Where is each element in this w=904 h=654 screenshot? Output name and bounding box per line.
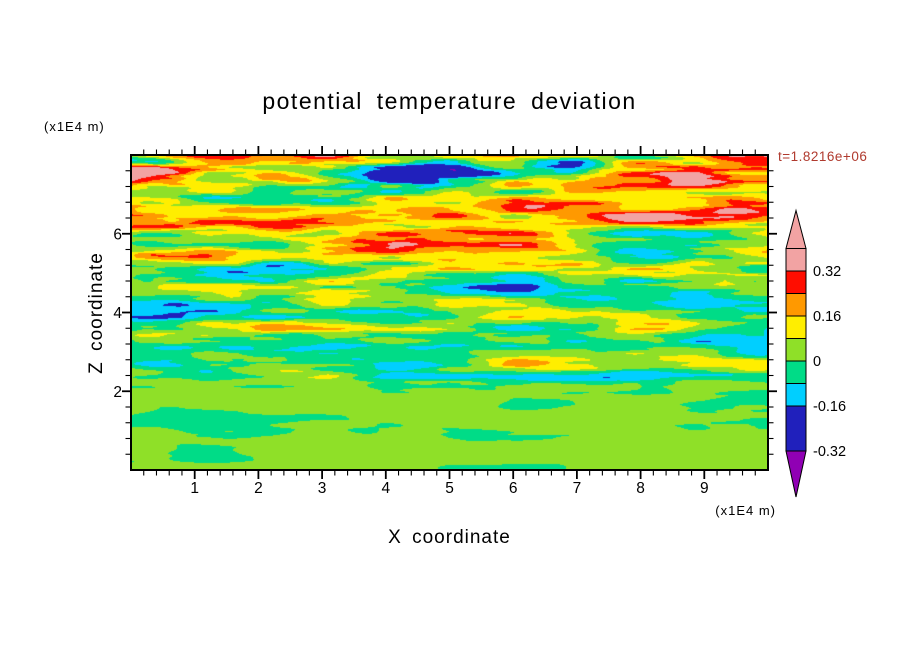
colorbar-segment [785,270,807,294]
z-tick-label: 2 [113,384,122,401]
contour-field-canvas [131,155,768,470]
z-tick-label: 6 [113,226,122,243]
x-tick-label: 2 [254,480,263,497]
x-tick-label: 7 [573,480,582,497]
colorbar-segment [785,293,807,317]
x-tick-label: 5 [445,480,454,497]
timestamp-label: t=1.8216e+06 [778,149,868,164]
colorbar-arrow-bottom [785,450,807,498]
colorbar-segment [785,360,807,384]
colorbar-tick-label: 0.32 [813,264,841,280]
x-tick-label: 3 [318,480,327,497]
colorbar-segment [785,405,807,452]
colorbar-arrow-top [785,208,807,249]
plot-title: potential temperature deviation [262,88,637,114]
x-tick-label: 9 [700,480,709,497]
colorbar-segment [785,338,807,362]
colorbar-segment [785,315,807,339]
x-tick-label: 8 [636,480,645,497]
x-tick-label: 6 [509,480,518,497]
colorbar-segment [785,248,807,272]
colorbar-tick-label: -0.32 [813,444,846,460]
z-tick-label: 4 [113,305,122,322]
x-axis-title: X coordinate [388,527,511,548]
colorbar-tick-label: -0.16 [813,399,846,415]
x-tick-label: 1 [190,480,199,497]
colorbar-tick-label: 0 [813,354,821,370]
z-axis-unit-label: (x1E4 m) [44,119,105,134]
colorbar-tick-label: 0.16 [813,309,841,325]
z-axis-title: Z coordinate [86,252,107,374]
colorbar-segment [785,383,807,407]
x-tick-label: 4 [381,480,390,497]
x-axis-unit-label: (x1E4 m) [715,503,776,518]
